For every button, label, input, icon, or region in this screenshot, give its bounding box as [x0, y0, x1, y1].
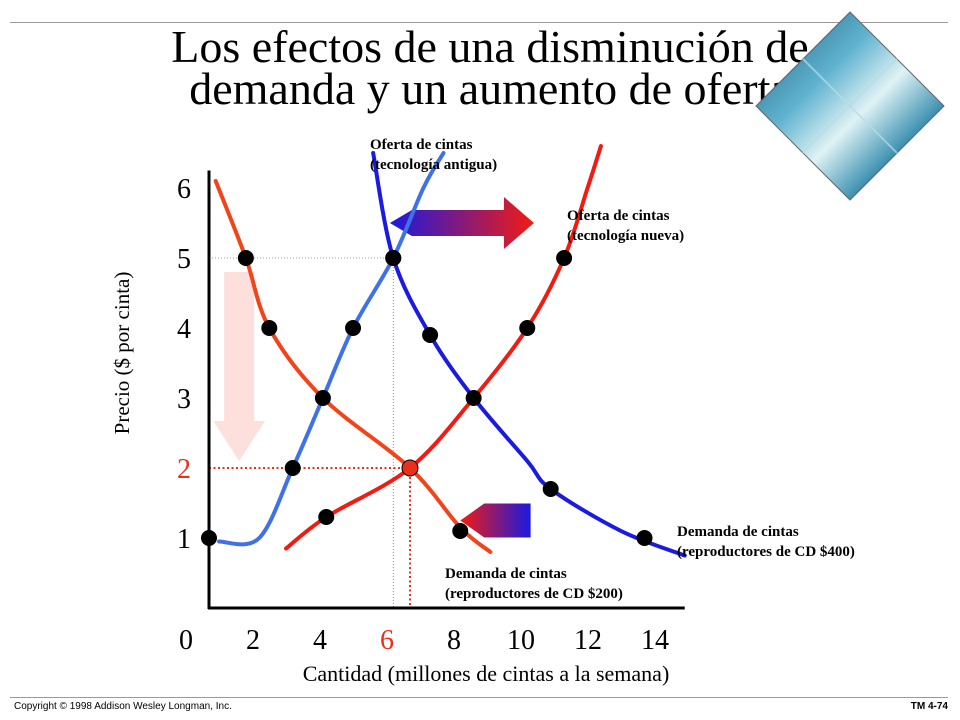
slide-id: TM 4-74 [910, 701, 948, 712]
y-axis-title: Precio ($ por cinta) [110, 272, 134, 435]
x-axis-title: Cantidad (millones de cintas a la semana… [303, 661, 670, 686]
price-drop-arrow [213, 272, 266, 461]
title-line-1: Los efectos de una disminución de [171, 21, 809, 72]
new-supply-curve-point-4 [519, 320, 536, 336]
demand-400-label-line-1: Demanda de cintas [677, 524, 799, 540]
y-tick-label-3: 3 [177, 384, 191, 415]
x-tick-label-2: 2 [246, 625, 260, 656]
demand-200-label-line-1: Demanda de cintas [445, 566, 567, 582]
x-tick-label-8: 8 [447, 625, 461, 656]
y-tick-label-6: 6 [177, 174, 191, 205]
demand-400-curve-point-4 [636, 530, 653, 546]
new-supply-label-line-1: Oferta de cintas [567, 208, 670, 224]
top-rule [10, 22, 948, 23]
x-tick-label-14: 14 [641, 625, 669, 656]
demand-400-curve-point-2 [422, 327, 439, 343]
y-tick-label-4: 4 [177, 314, 191, 345]
demand-200-curve-point-1 [237, 250, 254, 266]
x-tick-label-4: 4 [313, 625, 327, 656]
new-equilibrium-point [401, 459, 419, 477]
new-supply-curve-point-5 [556, 250, 573, 266]
title-line-2: demanda y un aumento de oferta [189, 63, 791, 114]
demand-200-curve-point-2 [261, 320, 278, 336]
page-title: Los efectos de una disminución de demand… [60, 21, 920, 114]
demand-200-curve-point-4 [452, 523, 469, 539]
old-supply-label-line-1: Oferta de cintas [370, 137, 473, 153]
x-tick-label-0: 0 [179, 625, 193, 656]
demand-shift-arrow [460, 503, 531, 538]
demand-400-label: Demanda de cintas (reproductores de CD $4… [677, 524, 855, 560]
bottom-rule [10, 697, 948, 698]
demand-400-label-line-2: (reproductores de CD $400) [677, 544, 855, 560]
new-supply-curve [284, 144, 603, 551]
old-supply-curve-point-4 [345, 320, 362, 336]
new-supply-curve-point-3 [465, 390, 482, 406]
demand-400-curve-point-3 [542, 481, 559, 497]
y-tick-label-1: 1 [177, 524, 191, 555]
old-supply-curve-point-3 [314, 390, 331, 406]
old-supply-label: Oferta de cintas (tecnología antigua) [370, 137, 497, 173]
demand-200-label: Demanda de cintas (reproductores de CD $2… [445, 566, 623, 602]
x-tick-label-6: 6 [380, 625, 394, 656]
old-supply-curve-point-2 [284, 460, 301, 476]
new-supply-label: Oferta de cintas (tecnología nueva) [567, 208, 684, 244]
supply-shift-arrow [389, 197, 534, 249]
demand-200-label-line-2: (reproductores de CD $200) [445, 586, 623, 602]
old-supply-label-line-2: (tecnología antigua) [370, 157, 497, 173]
new-supply-label-line-2: (tecnología nueva) [567, 228, 684, 244]
decorative-logo [755, 11, 945, 201]
x-tick-label-10: 10 [507, 625, 535, 656]
new-supply-curve-point-1 [318, 509, 335, 525]
demand-400-curve-point-1 [385, 250, 402, 266]
y-tick-label-2: 2 [177, 454, 191, 485]
y-tick-label-5: 5 [177, 244, 191, 275]
copyright-text: Copyright © 1998 Addison Wesley Longman,… [14, 701, 232, 712]
x-tick-label-12: 12 [574, 625, 602, 656]
old-supply-curve [217, 151, 446, 547]
